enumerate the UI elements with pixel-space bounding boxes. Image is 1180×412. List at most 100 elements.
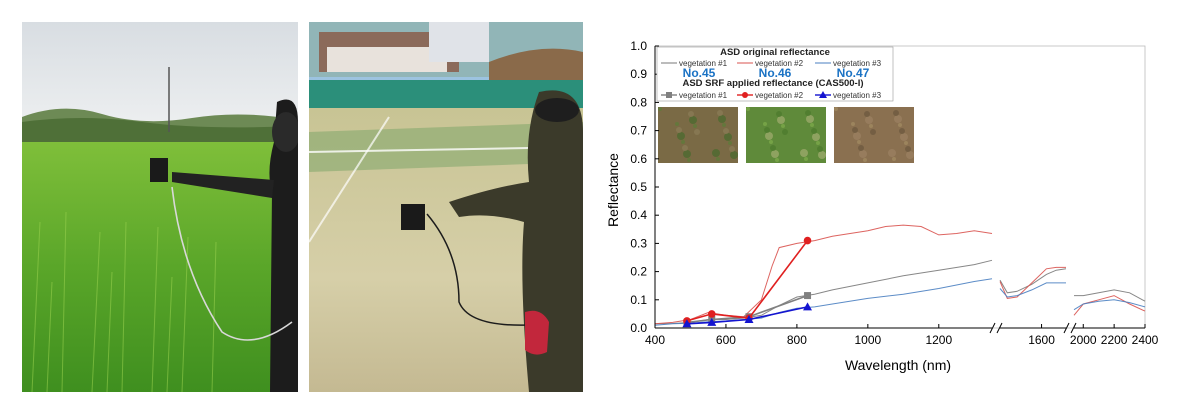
legend-entry-srf: vegetation #1 [679,91,728,100]
x-tick-label: 1200 [925,333,952,347]
y-tick-label: 0.8 [630,95,647,109]
thumbnail-texture [675,122,679,126]
srf-reflectance-line [686,240,809,322]
vegetation-thumbnails [658,107,914,163]
original-reflectance-line [1074,289,1146,302]
thumbnail-texture [712,149,720,157]
x-tick-label: 800 [787,333,807,347]
y-tick-label: 0.6 [630,152,647,166]
x-tick-label: 2400 [1132,333,1159,347]
thumbnail-texture [677,132,685,140]
thumbnail-texture [865,116,873,124]
legend-entry-original: vegetation #2 [755,59,804,68]
axis-break-mark [996,322,1003,334]
y-tick-label: 0.7 [630,124,647,138]
thumbnail-texture [859,150,867,158]
srf-reflectance-line [686,306,808,325]
y-tick-label: 0.3 [630,236,647,250]
thumbnail-texture [717,110,723,116]
thumbnail-texture [716,157,720,161]
legend-entry-original: vegetation #1 [679,59,728,68]
vegetation-thumbnail [746,107,826,163]
thumbnail-texture [810,123,814,127]
axis-break-mark [1063,322,1070,334]
axis-break-mark [989,322,996,334]
x-tick-label: 2000 [1070,333,1097,347]
thumbnail-texture [853,132,861,140]
thumbnail-texture [765,132,773,140]
thumbnail-texture [869,124,873,128]
thumbnail-texture [681,140,685,144]
x-tick-label: 600 [716,333,736,347]
thumbnail-texture [892,157,896,161]
thumbnail-texture [818,151,826,159]
thumbnail-texture [806,115,814,123]
thumbnail-texture [764,127,770,133]
thumbnail-texture [775,158,779,162]
thumbnail-texture [863,158,867,162]
legend-entry-original: vegetation #3 [833,59,882,68]
sample-number-label: No.45 [683,66,716,80]
thumbnail-texture [746,107,750,111]
thumbnail-texture [834,107,838,111]
thumbnail-texture [676,127,682,133]
thumbnail-texture [894,115,902,123]
thumbnail-texture [769,140,773,144]
sports-court-illustration [309,22,583,392]
thumbnail-texture [905,146,911,152]
thumbnail-texture [688,111,694,117]
thumbnail-texture [893,110,899,116]
thumbnail-texture [770,145,776,151]
thumbnail-texture [729,146,735,152]
thumbnail-texture [724,133,732,141]
thumbnail-texture [852,127,858,133]
thumbnail-texture [816,141,820,145]
x-tick-label: 1000 [854,333,881,347]
legend-title-srf: ASD SRF applied reflectance (CAS500-I) [682,78,863,89]
sample-number-label: No.47 [837,66,870,80]
y-tick-label: 0.1 [630,293,647,307]
srf-marker-circle [803,236,812,245]
thumbnail-texture [723,128,729,134]
original-reflectance-line [1073,295,1146,316]
thumbnail-texture [812,133,820,141]
thumbnail-texture [658,107,662,111]
srf-reflectance-line [686,294,808,324]
sample-number-label: No.46 [759,66,792,80]
original-reflectance-line [654,259,993,325]
rice-field-illustration [22,22,298,392]
x-tick-label: 400 [645,333,665,347]
thumbnail-texture [898,123,902,127]
srf-marker-triangle [682,319,692,328]
y-tick-label: 0.9 [630,67,647,81]
legend-entry-srf: vegetation #3 [833,91,882,100]
original-reflectance-line [654,278,993,326]
thumbnail-texture [811,128,817,134]
reflectance-chart: 0.0 0.1 0.2 0.3 0.4 0.5 0.6 0.7 0.8 0.9 1.0 400 600 8… [605,39,1159,373]
thumbnail-texture [763,122,767,126]
legend-marker-triangle [819,91,827,98]
thumbnail-texture [728,141,732,145]
y-tick-label: 0.4 [630,208,647,222]
thumbnail-texture [864,111,870,117]
thumbnail-texture [817,146,823,152]
thumbnail-texture [851,122,855,126]
thumbnail-texture [904,141,908,145]
thumbnail-texture [906,151,914,159]
thumbnail-texture [693,124,697,128]
y-tick-label: 1.0 [630,39,647,53]
original-reflectance-line [654,224,993,325]
thumbnail-texture [730,151,738,159]
thumbnail-texture [776,111,782,117]
x-tick-label: 1600 [1028,333,1055,347]
thumbnail-texture [687,158,691,162]
thumbnail-texture [782,129,788,135]
thumbnail-texture [900,133,908,141]
srf-marker-circle [707,310,716,318]
y-axis-label: Reflectance [605,153,621,227]
thumbnail-texture [858,145,864,151]
srf-marker-triangle [744,315,754,324]
thumbnail-texture [689,116,697,124]
thumbnail-texture [722,123,726,127]
